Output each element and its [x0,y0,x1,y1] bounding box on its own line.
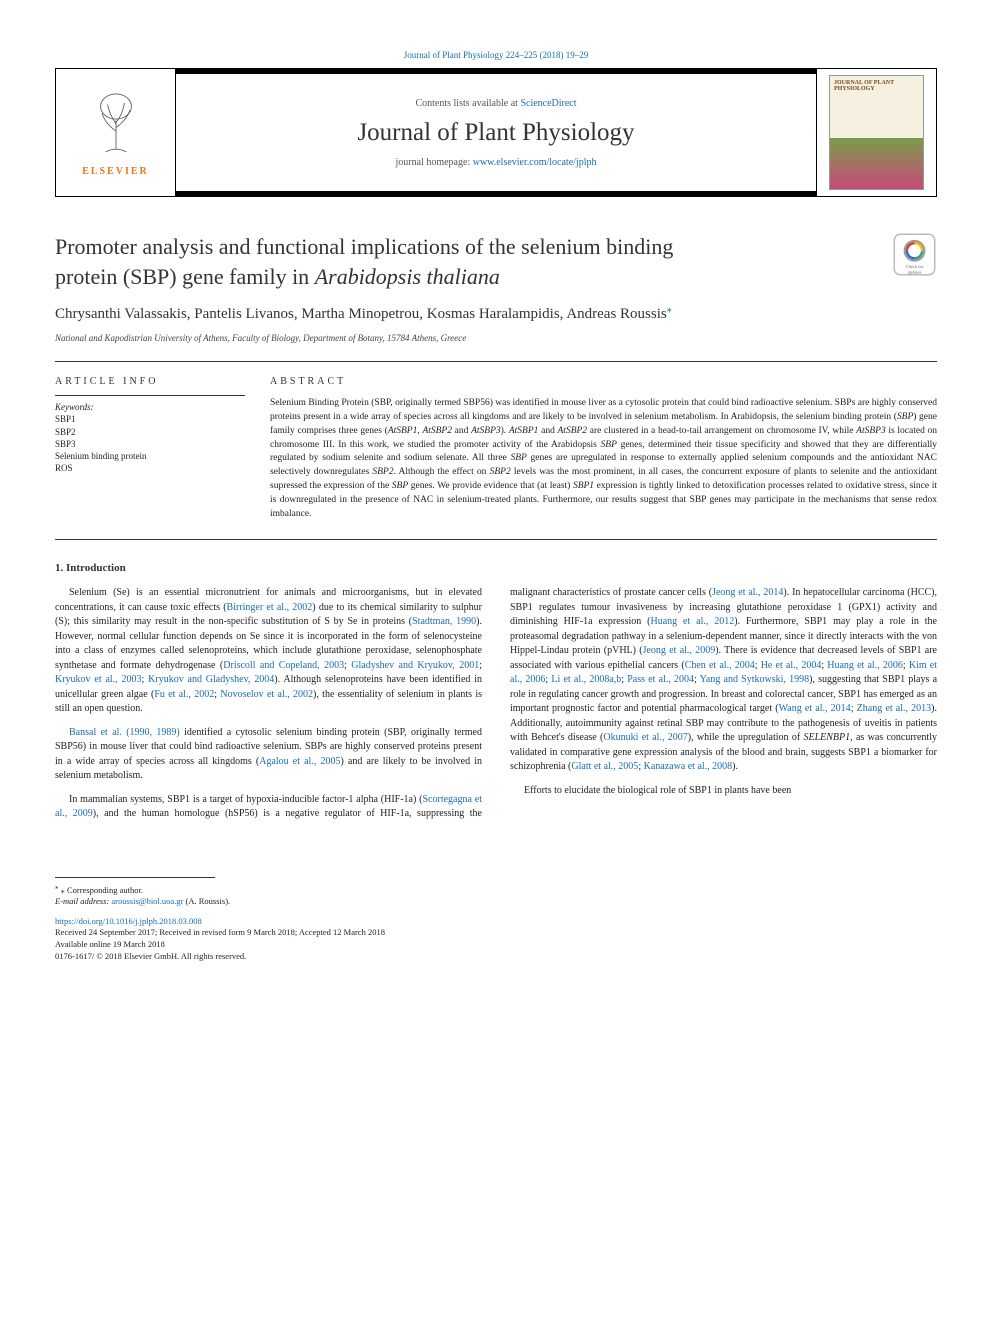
elsevier-wordmark: ELSEVIER [81,166,151,177]
doi-link[interactable]: https://doi.org/10.1016/j.jplph.2018.03.… [55,916,937,928]
citation-link[interactable]: Birringer et al., 2002 [227,602,313,613]
citation-link[interactable]: Gladyshev and Kryukov, 2001 [351,660,479,671]
doi-block: https://doi.org/10.1016/j.jplph.2018.03.… [55,916,937,964]
citation-link[interactable]: Agalou et al., 2005 [259,756,340,767]
citation-link[interactable]: Okunuki et al., 2007 [603,732,687,743]
article-title: Promoter analysis and functional implica… [55,232,892,291]
citation-link[interactable]: He et al., 2004 [761,660,822,671]
citation-link[interactable]: Huang et al., 2006 [827,660,903,671]
publisher-logo-box: ELSEVIER [56,69,176,196]
keyword-item: SBP3 [55,438,245,450]
citation-link[interactable]: Yang and Sytkowski, 1998 [700,674,809,685]
article-info-heading: ARTICLE INFO [55,376,245,396]
citation-link[interactable]: Kryukov et al., 2003 [55,674,142,685]
footnotes: ⁎ ⁎ Corresponding author. E-mail address… [55,883,937,906]
citation-link[interactable]: Chen et al., 2004 [685,660,755,671]
citation-link[interactable]: Zhang et al., 2013 [857,703,932,714]
affiliation: National and Kapodistrian University of … [55,333,937,343]
keywords-label: Keywords: [55,402,245,412]
citation-link[interactable]: Jeong et al., 2014 [712,587,783,598]
sciencedirect-link[interactable]: ScienceDirect [520,98,576,109]
citation-link[interactable]: Stadtman, 1990 [412,616,476,627]
citation-link[interactable]: Jeong et al., 2009 [643,645,716,656]
abstract-heading: ABSTRACT [270,376,937,387]
abstract-text: Selenium Binding Protein (SBP, originall… [270,397,937,521]
journal-header: ELSEVIER Contents lists available at Sci… [55,68,937,197]
keyword-item: SBP1 [55,413,245,425]
homepage-line: journal homepage: www.elsevier.com/locat… [396,157,597,168]
citation-link[interactable]: Pass et al., 2004 [627,674,694,685]
elsevier-tree-icon [81,89,151,159]
citation-link[interactable]: Kryukov and Gladyshev, 2004 [148,674,274,685]
keyword-item: SBP2 [55,426,245,438]
journal-cover-thumbnail: JOURNAL OF PLANT PHYSIOLOGY [829,75,924,190]
citation-link[interactable]: Driscoll and Copeland, 2003 [223,660,344,671]
authors: Chrysanthi Valassakis, Pantelis Livanos,… [55,303,937,325]
citation-link[interactable]: Novoselov et al., 2002 [220,689,313,700]
journal-cover-box: JOURNAL OF PLANT PHYSIOLOGY [816,69,936,196]
citation-link[interactable]: Wang et al., 2014 [779,703,851,714]
citation-link[interactable]: Huang et al., 2012 [650,616,734,627]
corresponding-marker[interactable]: ⁎ [667,304,672,315]
section-heading-intro: 1. Introduction [55,562,937,574]
contents-line: Contents lists available at ScienceDirec… [415,98,576,109]
corresponding-email-link[interactable]: aroussis@biol.uoa.gr [111,896,183,906]
svg-text:updates: updates [908,269,922,274]
journal-homepage-link[interactable]: www.elsevier.com/locate/jplph [473,157,597,168]
citation-link[interactable]: Kanazawa et al., 2008 [644,761,733,772]
keyword-item: Selenium binding protein [55,450,245,462]
citation-link[interactable]: Fu et al., 2002 [154,689,214,700]
citation-link[interactable]: Glatt et al., 2005 [571,761,638,772]
svg-text:Check for: Check for [906,264,924,269]
journal-title: Journal of Plant Physiology [357,119,634,147]
keyword-item: ROS [55,462,245,474]
top-citation: Journal of Plant Physiology 224–225 (201… [55,50,937,60]
citation-link[interactable]: Li et al., 2008a,b [551,674,621,685]
crossmark-icon[interactable]: Check for updates [892,232,937,277]
introduction-body: Selenium (Se) is an essential micronutri… [55,586,937,822]
citation-link[interactable]: Bansal et al. (1990, 1989) [69,727,180,738]
